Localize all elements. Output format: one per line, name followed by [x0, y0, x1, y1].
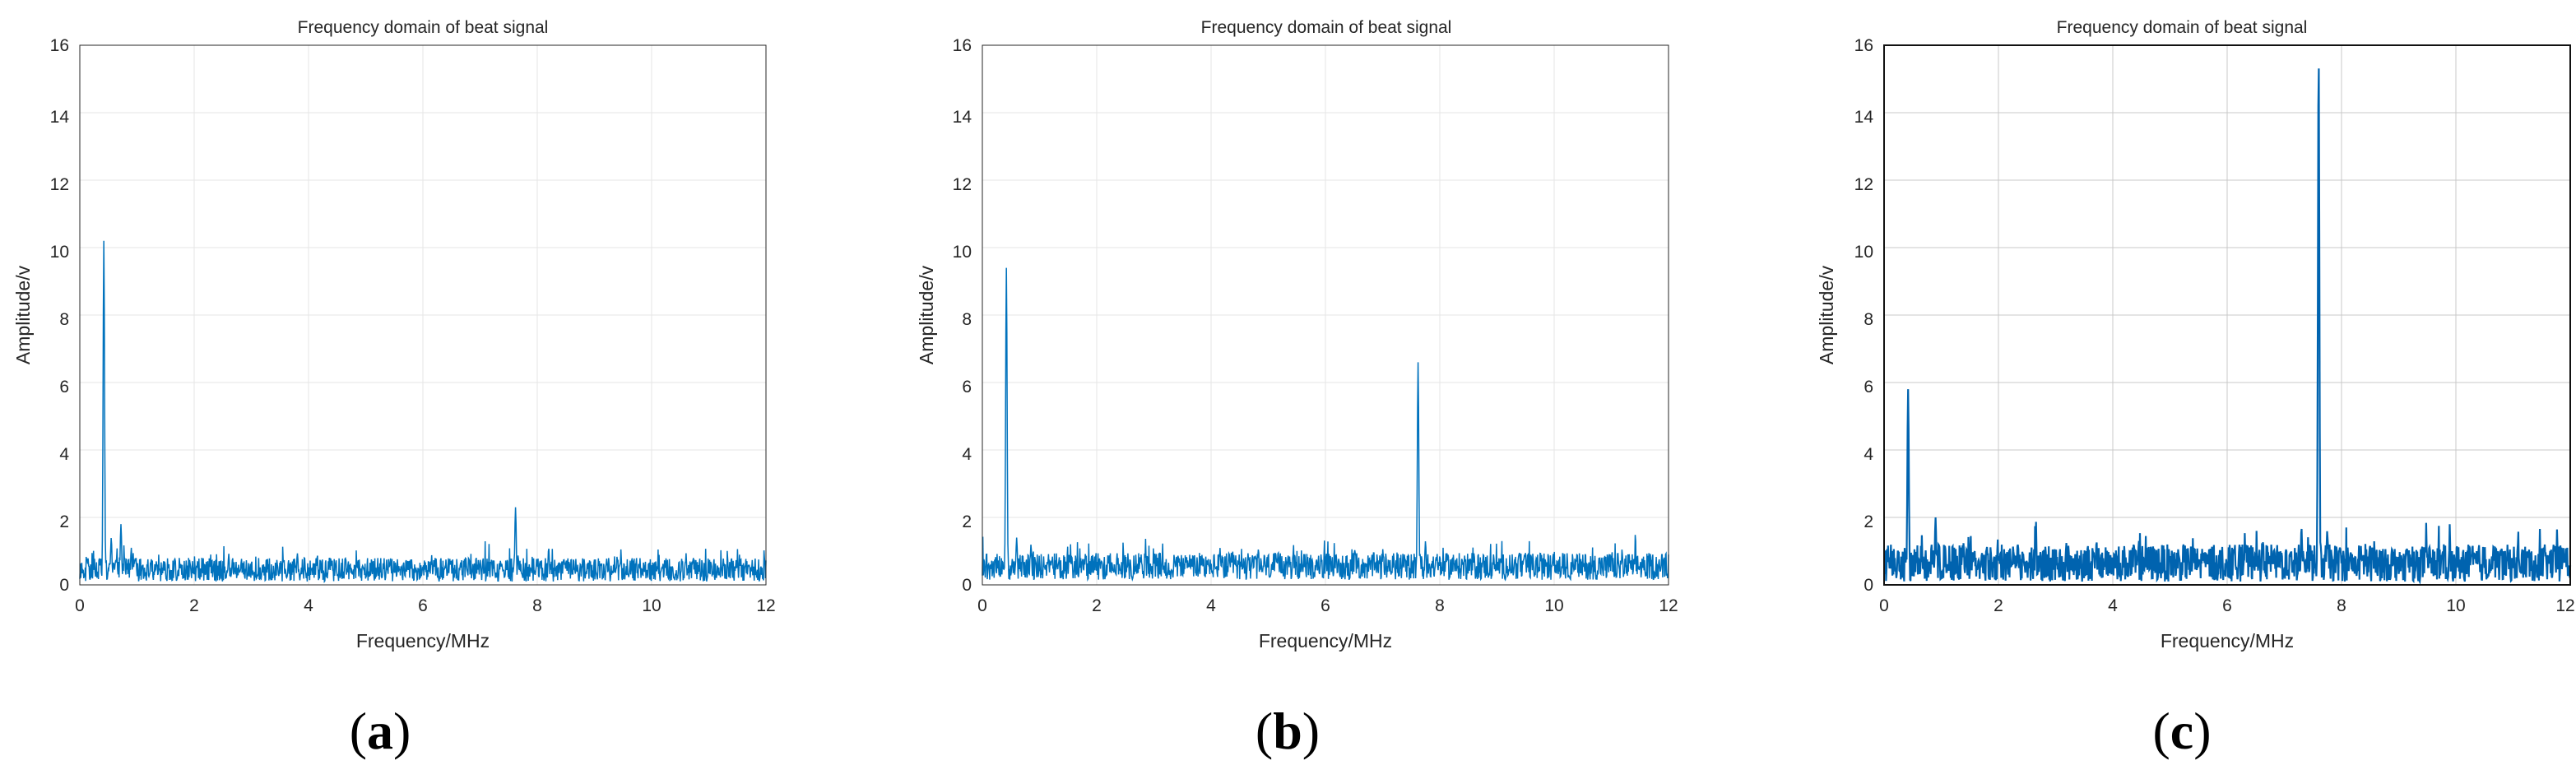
- y-tick-label: 16: [50, 36, 69, 55]
- y-tick-label: 6: [1864, 378, 1873, 396]
- y-tick-label: 0: [59, 576, 69, 595]
- chart-title: Frequency domain of beat signal: [1201, 18, 1452, 37]
- panel-c: Frequency domain of beat signal 0 2 4 6 …: [1816, 18, 2575, 760]
- y-tick-label: 14: [1854, 108, 1874, 127]
- chart-title: Frequency domain of beat signal: [2057, 18, 2308, 37]
- y-tick-label: 6: [59, 378, 69, 396]
- x-tick-label: 10: [642, 596, 661, 615]
- x-tick-label: 6: [1320, 596, 1330, 615]
- x-tick-label: 10: [1544, 596, 1563, 615]
- plot-area-frame: [1883, 44, 2571, 586]
- x-tick-label: 8: [2337, 596, 2346, 615]
- x-tick-labels: 0 2 4 6 8 10 12: [977, 596, 1678, 615]
- grid-lines: [982, 44, 1669, 586]
- x-tick-label: 0: [75, 596, 85, 615]
- y-tick-label: 4: [1864, 445, 1873, 464]
- grid-lines: [1883, 44, 2571, 586]
- panel-a: Frequency domain of beat signal 0 2 4 6 …: [12, 18, 776, 760]
- x-tick-label: 12: [1659, 596, 1678, 615]
- y-tick-label: 0: [962, 576, 972, 595]
- y-tick-label: 10: [1854, 243, 1873, 262]
- series-line: [982, 267, 1669, 582]
- grid-lines: [79, 44, 767, 586]
- x-axis-label: Frequency/MHz: [1259, 630, 1392, 651]
- y-axis-label: Amplitude/v: [916, 265, 937, 364]
- panel-label: (b): [1256, 702, 1320, 760]
- x-tick-labels: 0 2 4 6 8 10 12: [1879, 596, 2575, 615]
- y-tick-label: 14: [50, 108, 70, 127]
- x-tick-label: 0: [1879, 596, 1889, 615]
- y-tick-label: 14: [953, 108, 972, 127]
- y-tick-label: 8: [1864, 310, 1873, 329]
- series-line: [79, 240, 767, 584]
- y-tick-label: 4: [59, 445, 69, 464]
- panel-b: Frequency domain of beat signal 0 2 4 6 …: [916, 18, 1678, 760]
- x-tick-label: 12: [756, 596, 775, 615]
- y-tick-label: 6: [962, 378, 972, 396]
- y-tick-label: 12: [1854, 175, 1873, 194]
- y-tick-label: 4: [962, 445, 972, 464]
- y-tick-label: 2: [962, 512, 972, 531]
- series-line: [1882, 68, 2572, 585]
- x-axis-label: Frequency/MHz: [356, 630, 490, 651]
- y-tick-label: 16: [1854, 36, 1873, 55]
- x-axis-label: Frequency/MHz: [2161, 630, 2294, 651]
- panel-label: (c): [2152, 702, 2211, 760]
- y-tick-label: 10: [50, 243, 69, 262]
- x-tick-label: 10: [2446, 596, 2465, 615]
- x-tick-label: 4: [304, 596, 313, 615]
- x-tick-label: 2: [189, 596, 199, 615]
- x-tick-label: 0: [977, 596, 987, 615]
- x-tick-label: 12: [2555, 596, 2574, 615]
- x-tick-label: 4: [2108, 596, 2118, 615]
- y-tick-labels: 0 2 4 6 8 10 12 14 16: [1854, 36, 1874, 595]
- y-tick-label: 10: [953, 243, 972, 262]
- plot-area-frame: [982, 44, 1669, 586]
- y-tick-label: 2: [1864, 512, 1873, 531]
- x-tick-label: 2: [1993, 596, 2003, 615]
- y-axis-label: Amplitude/v: [12, 265, 34, 364]
- x-tick-labels: 0 2 4 6 8 10 12: [75, 596, 776, 615]
- y-axis-label: Amplitude/v: [1816, 265, 1837, 364]
- chart-title: Frequency domain of beat signal: [298, 18, 549, 37]
- y-tick-label: 8: [59, 310, 69, 329]
- y-tick-label: 2: [59, 512, 69, 531]
- y-tick-label: 0: [1864, 576, 1873, 595]
- x-tick-label: 8: [532, 596, 542, 615]
- x-tick-label: 6: [2222, 596, 2232, 615]
- x-tick-label: 4: [1206, 596, 1216, 615]
- panel-label: (a): [350, 702, 411, 760]
- y-tick-labels: 0 2 4 6 8 10 12 14 16: [50, 36, 70, 595]
- y-tick-label: 8: [962, 310, 972, 329]
- x-tick-label: 6: [418, 596, 428, 615]
- plot-area-frame: [79, 44, 767, 586]
- y-tick-label: 12: [50, 175, 69, 194]
- y-tick-labels: 0 2 4 6 8 10 12 14 16: [953, 36, 972, 595]
- y-tick-label: 12: [953, 175, 972, 194]
- y-tick-label: 16: [953, 36, 972, 55]
- x-tick-label: 8: [1435, 596, 1445, 615]
- x-tick-label: 2: [1092, 596, 1102, 615]
